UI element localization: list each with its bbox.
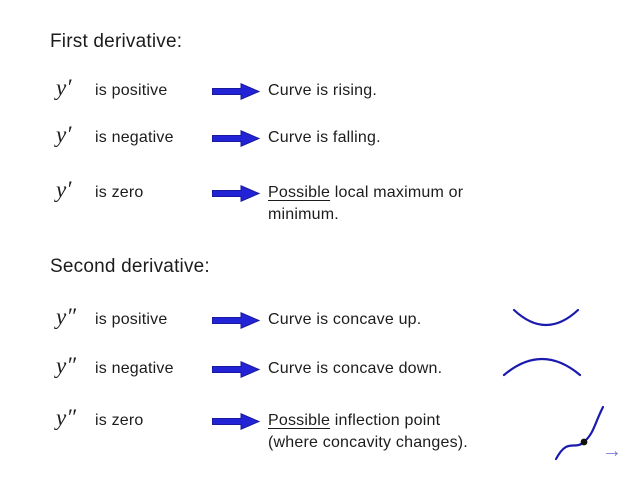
possible-emphasis: Possible	[268, 412, 331, 429]
condition-label: is zero	[95, 184, 144, 201]
concave-up-curve-icon	[512, 308, 580, 326]
result-line-1: Possible local maximum or	[268, 184, 463, 201]
condition-label: is positive	[95, 311, 168, 328]
y-double-prime-symbol: y″	[56, 304, 77, 329]
rule-row-first-zero: y′ is zero Possible local maximum or min…	[56, 177, 463, 224]
rule-row-second-negative: y″ is negative Curve is concave down.	[56, 353, 443, 386]
result-text: Curve is concave down.	[268, 360, 443, 377]
second-derivative-heading: Second derivative:	[50, 256, 210, 277]
y-double-prime-symbol: y″	[56, 405, 77, 430]
concave-down-curve-icon	[502, 357, 582, 377]
result-text: Curve is rising.	[268, 82, 378, 99]
block-arrow-right-icon	[212, 130, 260, 147]
y-double-prime-symbol: y″	[56, 353, 77, 378]
result-text: Curve is falling.	[268, 129, 381, 146]
result-text: Possible inflection point (where concavi…	[268, 412, 468, 452]
result-line-2: minimum.	[268, 206, 339, 223]
result-line-2: (where concavity changes).	[268, 434, 468, 451]
result-rest: inflection point	[330, 412, 441, 429]
condition-label: is positive	[95, 82, 168, 99]
condition-label: is zero	[95, 412, 144, 429]
rule-row-first-negative: y′ is negative Curve is falling.	[56, 122, 381, 155]
block-arrow-right-icon	[212, 312, 260, 329]
result-line-1: Possible inflection point	[268, 412, 440, 429]
first-derivative-heading: First derivative:	[50, 31, 183, 52]
block-arrow-right-icon	[212, 413, 260, 430]
result-text: Curve is concave up.	[268, 311, 422, 328]
condition-label: is negative	[95, 360, 174, 377]
block-arrow-right-icon	[212, 361, 260, 378]
possible-emphasis: Possible	[268, 184, 331, 201]
rule-row-second-zero: y″ is zero Possible inflection point (wh…	[56, 405, 468, 452]
block-arrow-right-icon	[212, 185, 260, 202]
block-arrow-right-icon	[212, 83, 260, 100]
rule-row-second-positive: y″ is positive Curve is concave up.	[56, 304, 422, 337]
result-rest: local maximum or	[330, 184, 464, 201]
y-prime-symbol: y′	[56, 75, 72, 100]
y-prime-symbol: y′	[56, 177, 72, 202]
next-slide-arrow[interactable]: →	[602, 440, 622, 462]
rule-row-first-positive: y′ is positive Curve is rising.	[56, 75, 378, 108]
y-prime-symbol: y′	[56, 122, 72, 147]
inflection-s-curve-icon	[554, 405, 605, 461]
condition-label: is negative	[95, 129, 174, 146]
result-text: Possible local maximum or minimum.	[268, 184, 463, 224]
